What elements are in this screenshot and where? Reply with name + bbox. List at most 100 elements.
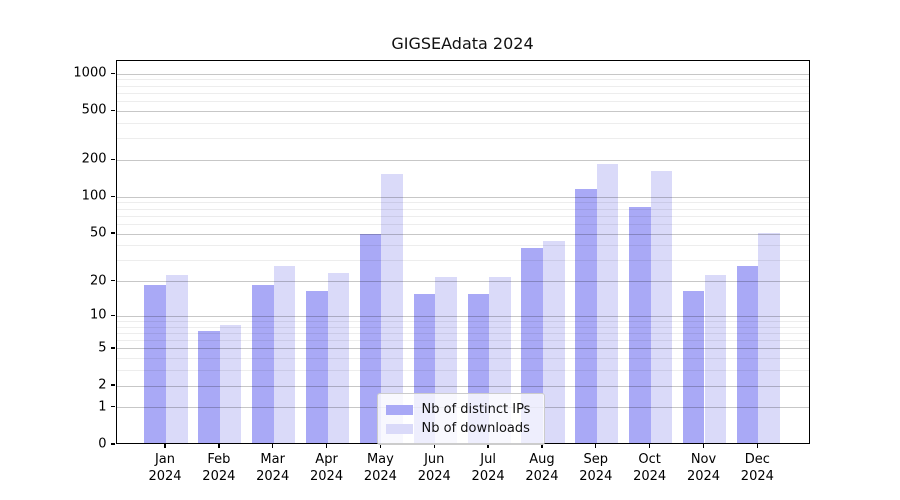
bar-downloads-sep (596, 163, 619, 443)
major-gridline-100 (116, 196, 809, 198)
legend-swatch-distinct-ips (385, 404, 413, 415)
x-tick-mark-sep (595, 444, 597, 448)
x-tick-month: Feb (207, 452, 231, 467)
x-tick-year: 2024 (686, 469, 721, 484)
x-tick-label-aug: Aug 2024 (512, 451, 572, 485)
x-tick-mark-aug (541, 444, 543, 448)
bar-ips-jan (144, 285, 166, 443)
bar-ips-mar (252, 285, 274, 443)
x-tick-year: 2024 (633, 469, 667, 484)
x-tick-month: Apr (315, 452, 338, 467)
bar-downloads-aug (542, 241, 565, 443)
y-tick-label-20: 20 (89, 273, 107, 289)
major-gridline-1000 (116, 73, 809, 75)
x-tick-month: Jan (154, 452, 176, 467)
bar-downloads-nov (704, 274, 727, 443)
x-tick-mark-oct (648, 444, 651, 448)
bar-downloads-dec (758, 233, 780, 443)
x-tick-month: Aug (529, 452, 555, 467)
x-tick-mark-dec (756, 444, 759, 448)
y-tick-label-100: 100 (81, 188, 107, 204)
y-tick-mark-2 (111, 384, 115, 386)
x-tick-label-sep: Sep 2024 (566, 451, 626, 485)
y-tick-mark-200 (111, 158, 115, 161)
bar-ips-nov (682, 291, 705, 443)
y-tick-mark-0 (111, 443, 115, 445)
y-tick-mark-20 (111, 279, 115, 282)
bar-downloads-jan (166, 274, 188, 443)
minor-gridline-900 (116, 79, 809, 81)
x-tick-year: 2024 (256, 469, 290, 484)
x-tick-year: 2024 (148, 469, 182, 484)
major-gridline-500 (116, 110, 809, 112)
y-tick-label-1: 1 (98, 399, 107, 415)
x-tick-label-may: May 2024 (350, 451, 410, 485)
bar-downloads-apr (327, 272, 350, 443)
x-tick-label-jun: Jun 2024 (404, 451, 464, 485)
x-tick-year: 2024 (525, 469, 559, 484)
minor-gridline-30 (116, 260, 809, 262)
y-tick-mark-100 (111, 195, 115, 198)
legend-swatch-downloads (385, 423, 413, 434)
y-tick-label-50: 50 (89, 225, 107, 241)
legend-label-downloads: Nb of downloads (421, 421, 530, 436)
bar-downloads-oct (650, 170, 673, 443)
x-tick-month: May (366, 452, 394, 467)
x-tick-label-nov: Nov 2024 (674, 451, 734, 485)
x-tick-label-jan: Jan 2024 (135, 451, 195, 485)
major-gridline-50 (116, 233, 809, 235)
x-tick-month: Oct (638, 452, 661, 467)
minor-gridline-800 (116, 85, 809, 87)
x-tick-mark-mar (272, 444, 274, 448)
x-tick-mark-jan (164, 444, 166, 448)
x-tick-month: Mar (260, 452, 285, 467)
x-tick-mark-nov (702, 444, 705, 448)
y-tick-label-5: 5 (98, 340, 107, 356)
y-tick-mark-1000 (111, 72, 115, 74)
bar-ips-may (359, 234, 382, 443)
y-tick-label-10: 10 (89, 307, 107, 323)
bar-ips-feb (198, 331, 220, 443)
y-tick-mark-1 (111, 406, 115, 408)
chart-title: GIGSEAdata 2024 (391, 34, 534, 53)
x-tick-month: Sep (583, 452, 609, 467)
y-tick-mark-50 (111, 232, 115, 234)
y-tick-mark-5 (111, 347, 115, 349)
x-tick-label-dec: Dec 2024 (727, 451, 787, 485)
y-tick-label-1000: 1000 (73, 65, 107, 81)
y-tick-mark-10 (111, 314, 115, 317)
legend-label-distinct-ips: Nb of distinct IPs (421, 402, 531, 417)
bar-ips-oct (629, 206, 651, 443)
minor-gridline-700 (116, 92, 809, 94)
minor-gridline-40 (116, 245, 809, 247)
x-tick-year: 2024 (417, 469, 451, 484)
x-tick-label-jul: Jul 2024 (458, 451, 518, 485)
legend: Nb of distinct IPs Nb of downloads (376, 393, 545, 445)
plot-area: Nb of distinct IPs Nb of downloads (115, 60, 810, 445)
x-tick-month: Jun (424, 452, 445, 467)
x-tick-year: 2024 (471, 469, 505, 484)
bar-downloads-may (381, 173, 403, 443)
x-tick-month: Jul (480, 452, 496, 467)
x-tick-mark-apr (325, 444, 328, 448)
x-tick-mark-jun (433, 444, 435, 448)
x-tick-year: 2024 (363, 469, 397, 484)
major-gridline-200 (116, 159, 809, 161)
x-tick-year: 2024 (202, 469, 236, 484)
legend-row-downloads: Nb of downloads (385, 419, 536, 438)
bar-downloads-mar (273, 266, 296, 443)
bar-downloads-feb (219, 325, 242, 443)
legend-row-distinct-ips: Nb of distinct IPs (385, 400, 536, 419)
bar-ips-apr (305, 291, 328, 443)
y-tick-label-500: 500 (81, 102, 107, 118)
x-tick-mark-may (379, 444, 382, 448)
x-tick-mark-feb (218, 444, 220, 448)
minor-gridline-60 (116, 223, 809, 225)
minor-gridline-70 (116, 215, 809, 217)
x-tick-year: 2024 (579, 469, 613, 484)
minor-gridline-300 (116, 138, 809, 140)
x-tick-label-oct: Oct 2024 (620, 451, 680, 485)
y-tick-label-2: 2 (98, 377, 107, 393)
y-tick-label-0: 0 (98, 436, 107, 452)
